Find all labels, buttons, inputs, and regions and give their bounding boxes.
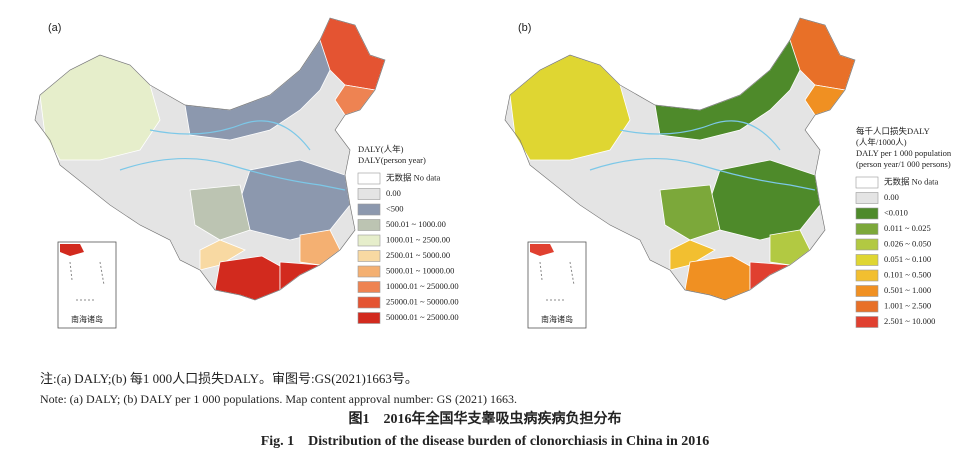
legend-swatch bbox=[357, 250, 381, 262]
legend-swatch bbox=[357, 296, 381, 309]
legend-title: DALY per 1 000 population bbox=[856, 148, 952, 158]
note-cn: 注:(a) DALY;(b) 每1 000人口损失DALY。审图号:GS(202… bbox=[40, 371, 418, 386]
inset-border bbox=[69, 261, 105, 301]
river bbox=[589, 157, 816, 191]
inset-land bbox=[60, 244, 84, 256]
province-region bbox=[659, 184, 721, 241]
province-region bbox=[199, 239, 246, 271]
province-region bbox=[684, 255, 751, 301]
legend-title: (person year/1 000 persons) bbox=[856, 159, 951, 169]
legend-label: 2500.01 ~ 5000.00 bbox=[386, 250, 450, 260]
legend-label: 10000.01 ~ 25000.00 bbox=[386, 281, 459, 291]
legend-label: 5000.01 ~ 10000.00 bbox=[386, 265, 454, 275]
legend-label: 无数据 No data bbox=[386, 172, 441, 182]
legend-label: <500 bbox=[386, 203, 404, 213]
legend-swatch bbox=[357, 172, 381, 185]
legend-swatch bbox=[357, 234, 381, 247]
legend-swatch bbox=[855, 285, 879, 297]
legend-label: 1.001 ~ 2.500 bbox=[884, 300, 931, 310]
caption-cn: 图1 2016年全国华支睾吸虫病疾病负担分布 bbox=[349, 410, 622, 427]
inset-box bbox=[527, 241, 587, 329]
legend-swatch bbox=[855, 176, 879, 189]
inset-box bbox=[57, 241, 117, 329]
province-region bbox=[214, 255, 281, 301]
panel-label: (a) bbox=[48, 22, 61, 34]
note-en: Note: (a) DALY; (b) DALY per 1 000 popul… bbox=[40, 392, 517, 406]
legend-swatch bbox=[357, 312, 381, 324]
river bbox=[619, 120, 781, 151]
legend-label: 2.501 ~ 10.000 bbox=[884, 316, 935, 326]
legend-swatch bbox=[855, 316, 879, 328]
country-border bbox=[504, 17, 856, 301]
caption-en: Fig. 1 Distribution of the disease burde… bbox=[261, 434, 710, 449]
legend-label: 0.101 ~ 0.500 bbox=[884, 269, 931, 279]
legend-swatch bbox=[855, 300, 879, 313]
legend-swatch bbox=[357, 265, 381, 278]
legend-swatch bbox=[357, 281, 381, 293]
legend-swatch bbox=[855, 207, 879, 220]
river bbox=[119, 157, 346, 191]
province-region bbox=[509, 54, 631, 161]
legend-label: 50000.01 ~ 25000.00 bbox=[386, 312, 459, 322]
inset-label: 南海诸岛 bbox=[541, 314, 573, 324]
legend-swatch bbox=[855, 254, 879, 266]
legend-label: 无数据 No data bbox=[884, 176, 939, 186]
province-region bbox=[669, 239, 716, 271]
legend-swatch bbox=[357, 219, 381, 231]
legend-label: 0.026 ~ 0.050 bbox=[884, 238, 931, 248]
inset-border bbox=[539, 261, 575, 301]
legend-swatch bbox=[855, 269, 879, 282]
legend-label: 0.00 bbox=[884, 192, 899, 202]
map-panel: (a) 南海诸岛 DALY(人年)DALY(person year) 无数据 No d… bbox=[34, 17, 459, 329]
legend-swatch bbox=[855, 192, 879, 204]
legend-label: <0.010 bbox=[884, 207, 908, 217]
legend-title: (人年/1000人) bbox=[856, 137, 907, 147]
legend-swatch bbox=[855, 223, 879, 235]
legend-swatch bbox=[357, 188, 381, 200]
legend-label: 1000.01 ~ 2500.00 bbox=[386, 234, 450, 244]
legend-label: 500.01 ~ 1000.00 bbox=[386, 219, 446, 229]
province-region bbox=[39, 54, 161, 161]
river bbox=[149, 120, 311, 151]
inset-land bbox=[530, 244, 554, 256]
legend-swatch bbox=[357, 203, 381, 216]
legend-title: DALY(person year) bbox=[358, 155, 426, 165]
legend-title: 每千人口损失DALY bbox=[856, 126, 930, 136]
legend-label: 0.00 bbox=[386, 188, 401, 198]
map-panel: (b) 南海诸岛 每千人口损失DALY(人年/1000人)DALY per 1 00… bbox=[504, 17, 952, 329]
legend-swatch bbox=[855, 238, 879, 251]
inset-label: 南海诸岛 bbox=[71, 314, 103, 324]
legend-label: 0.051 ~ 0.100 bbox=[884, 254, 931, 264]
panel-label: (b) bbox=[518, 22, 531, 34]
legend-title: DALY(人年) bbox=[358, 144, 404, 154]
country-border bbox=[34, 17, 386, 301]
legend-label: 25000.01 ~ 50000.00 bbox=[386, 296, 459, 306]
legend-label: 0.501 ~ 1.000 bbox=[884, 285, 931, 295]
province-region bbox=[189, 184, 251, 241]
legend-label: 0.011 ~ 0.025 bbox=[884, 223, 931, 233]
